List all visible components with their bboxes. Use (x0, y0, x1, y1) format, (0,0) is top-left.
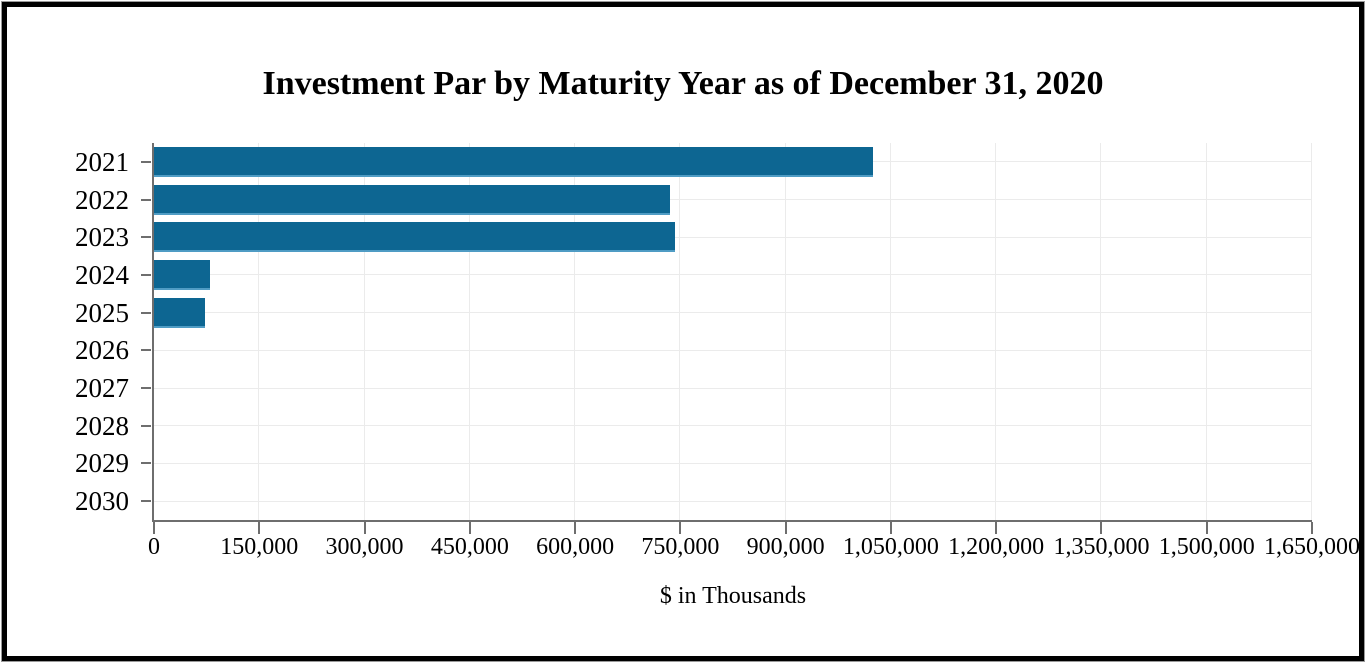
h-gridline (154, 387, 1312, 389)
y-axis-tick (141, 500, 151, 503)
x-axis-tick (258, 522, 261, 534)
h-gridline (154, 274, 1312, 276)
x-axis-title: $ in Thousands (659, 583, 807, 609)
v-gridline (889, 143, 891, 520)
y-axis-tick (141, 387, 151, 390)
y-axis-tick (141, 349, 151, 352)
x-tick-label: 0 (148, 534, 160, 560)
x-axis-tick (1205, 522, 1208, 534)
bar-2021 (154, 146, 874, 177)
y-axis-tick (141, 198, 151, 201)
x-axis-tick (574, 522, 577, 534)
x-tick-label: 1,200,000 (948, 534, 1045, 560)
h-gridline (154, 500, 1312, 502)
x-axis-tick (363, 522, 366, 534)
y-axis-tick (141, 236, 151, 239)
y-tick-label: 2026 (75, 335, 129, 366)
x-tick-label: 900,000 (746, 534, 825, 560)
x-tick-label: 1,500,000 (1158, 534, 1255, 560)
chart-title: Investment Par by Maturity Year as of De… (262, 65, 1104, 102)
y-tick-label: 2028 (75, 410, 129, 441)
x-tick-label: 300,000 (325, 534, 404, 560)
h-gridline (154, 349, 1312, 351)
x-tick-label: 600,000 (536, 534, 615, 560)
plot-area (152, 143, 1312, 522)
x-tick-label: 450,000 (430, 534, 509, 560)
v-gridline (1205, 143, 1207, 520)
x-axis-tick (679, 522, 682, 534)
x-axis-tick (1100, 522, 1103, 534)
y-tick-label: 2027 (75, 373, 129, 404)
y-tick-label: 2024 (75, 259, 129, 290)
v-gridline (363, 143, 365, 520)
x-tick-label: 1,050,000 (842, 534, 939, 560)
v-gridline (1311, 143, 1312, 520)
y-axis-tick (141, 424, 151, 427)
y-tick-label: 2021 (75, 146, 129, 177)
v-gridline (995, 143, 997, 520)
h-gridline (154, 199, 1312, 201)
x-axis-tick (889, 522, 892, 534)
y-tick-label: 2030 (75, 486, 129, 517)
v-gridline (784, 143, 786, 520)
y-axis-tick (141, 462, 151, 465)
bar-2025 (154, 297, 205, 328)
v-gridline (468, 143, 470, 520)
y-tick-label: 2029 (75, 448, 129, 479)
x-tick-label: 150,000 (220, 534, 299, 560)
v-gridline (258, 143, 260, 520)
y-tick-label: 2023 (75, 222, 129, 253)
x-axis-tick (468, 522, 471, 534)
h-gridline (154, 462, 1312, 464)
y-axis-tick (141, 160, 151, 163)
y-tick-label: 2022 (75, 184, 129, 215)
x-axis-tick (995, 522, 998, 534)
bar-2022 (154, 184, 670, 215)
h-gridline (154, 236, 1312, 238)
h-gridline (154, 312, 1312, 314)
v-gridline (574, 143, 576, 520)
v-gridline (1100, 143, 1102, 520)
bar-2024 (154, 259, 211, 290)
x-tick-label: 1,650,000 (1264, 534, 1360, 560)
x-tick-label: 750,000 (641, 534, 720, 560)
v-gridline (679, 143, 681, 520)
x-tick-label: 1,350,000 (1053, 534, 1150, 560)
y-axis-tick (141, 311, 151, 314)
y-tick-label: 2025 (75, 297, 129, 328)
bar-2023 (154, 222, 676, 253)
x-axis-tick (153, 522, 155, 534)
h-gridline (154, 425, 1312, 427)
x-axis-tick (784, 522, 787, 534)
x-axis-tick (1311, 522, 1313, 534)
y-axis-tick (141, 273, 151, 276)
